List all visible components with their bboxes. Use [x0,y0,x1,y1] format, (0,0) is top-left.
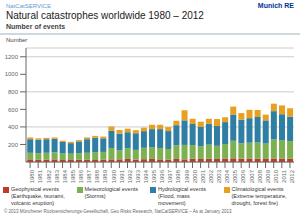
svg-text:1000: 1000 [8,71,19,77]
svg-text:1981: 1981 [37,169,43,183]
svg-text:1980: 1980 [29,169,35,183]
svg-text:2005: 2005 [232,169,238,183]
svg-text:1991: 1991 [119,169,125,183]
svg-text:1994: 1994 [143,169,149,183]
svg-text:1998: 1998 [176,169,182,183]
svg-text:1993: 1993 [135,169,141,183]
html-text:volcanic eruption): volcanic eruption) [11,200,55,206]
svg-text:200: 200 [8,142,19,148]
svg-text:1984: 1984 [62,169,68,183]
svg-text:2011: 2011 [281,169,287,183]
svg-text:2006: 2006 [240,169,246,183]
html-text:(Earthquake, tsunami,: (Earthquake, tsunami, [11,193,65,199]
html-text:Number of events: Number of events [6,23,66,30]
html-text:Natural catastrophes worldwide: Natural catastrophes worldwide 1980 – 20… [6,10,204,21]
html-text:(Extreme temperature,: (Extreme temperature, [231,193,287,199]
html-text:Munich RE: Munich RE [257,2,294,9]
svg-text:2009: 2009 [265,169,271,183]
svg-text:2004: 2004 [224,169,230,183]
html-text:Climatological events: Climatological events [231,186,284,192]
html-text:(Flood, mass: (Flood, mass [158,193,190,199]
svg-text:2012: 2012 [289,169,292,183]
svg-text:1996: 1996 [159,169,165,183]
html-text:(Storms): (Storms) [84,193,106,199]
svg-text:2000: 2000 [192,169,198,183]
html-text:Meteorological events: Meteorological events [84,186,138,192]
svg-text:2010: 2010 [273,169,279,183]
svg-text:2002: 2002 [208,169,214,183]
html-text:© 2013 Münchener Rückversicher: © 2013 Münchener Rückversicherungs-Gesel… [4,209,232,214]
svg-text:1982: 1982 [46,169,52,183]
svg-text:2007: 2007 [249,169,255,183]
svg-text:1997: 1997 [167,169,173,183]
html-text:drought, forest fire): drought, forest fire) [231,200,278,206]
svg-text:1986: 1986 [78,169,84,183]
svg-text:1989: 1989 [102,169,108,183]
html-text:Geophysical events: Geophysical events [11,186,59,192]
svg-text:1992: 1992 [127,169,133,183]
svg-text:1990: 1990 [111,169,117,183]
svg-text:2001: 2001 [200,169,206,183]
html-text:Hydrological events: Hydrological events [158,186,206,192]
svg-text:2003: 2003 [216,169,222,183]
html-text:Number: Number [6,37,28,43]
svg-text:1988: 1988 [94,169,100,183]
svg-text:1999: 1999 [184,169,190,183]
svg-text:1995: 1995 [151,169,157,183]
html-text:movement): movement) [158,200,186,206]
svg-text:400: 400 [8,124,19,130]
svg-text:1987: 1987 [86,169,92,183]
svg-text:800: 800 [8,89,19,95]
svg-text:1200: 1200 [8,54,19,60]
svg-text:1985: 1985 [70,169,76,183]
svg-text:1983: 1983 [54,169,60,183]
svg-text:2008: 2008 [257,169,263,183]
html-text:NatCatSERVICE: NatCatSERVICE [6,3,51,9]
svg-text:600: 600 [8,107,19,113]
